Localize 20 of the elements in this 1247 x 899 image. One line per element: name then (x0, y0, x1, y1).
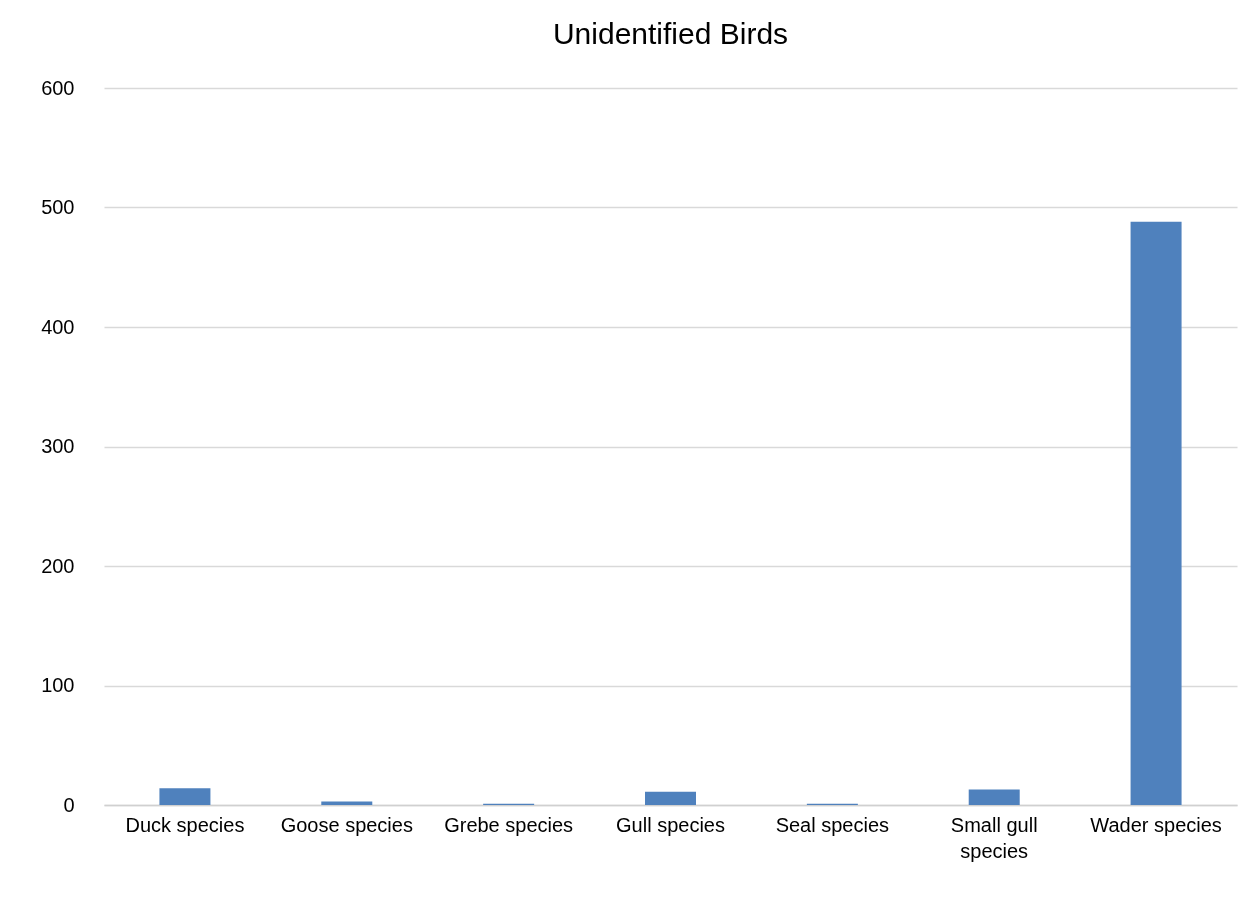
y-tick-label: 100 (41, 674, 75, 696)
y-tick-label: 300 (41, 435, 75, 457)
x-tick-label: Gull species (616, 813, 725, 836)
y-tick-label: 600 (41, 76, 75, 99)
chart-title: Unidentified Birds (552, 17, 789, 50)
y-tick-label: 400 (41, 315, 75, 338)
x-tick-label: Wader species (1090, 813, 1222, 836)
bar (321, 801, 373, 805)
x-tick-label: Goose species (280, 813, 413, 836)
x-tick-label: Seal species (775, 813, 890, 836)
y-tick-label: 0 (63, 793, 75, 816)
bar (1130, 221, 1182, 805)
bar (968, 789, 1020, 805)
x-tick-label: Duck species (125, 813, 245, 836)
y-tick-label: 200 (41, 554, 75, 577)
x-tick-label: Grebe species (444, 813, 574, 836)
x-tick-label: Small gull species (950, 813, 1038, 862)
bar (159, 788, 211, 805)
y-tick-label: 500 (41, 196, 75, 218)
bar (645, 791, 696, 805)
